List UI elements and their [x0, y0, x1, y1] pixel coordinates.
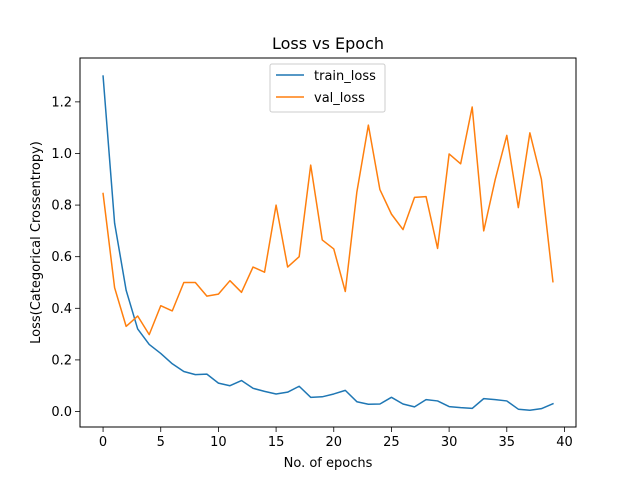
y-tick-label: 1.0	[51, 147, 72, 162]
legend-label-train-loss: train_loss	[314, 69, 376, 84]
y-tick-label: 0.4	[51, 302, 72, 317]
y-tick-label: 0.2	[51, 353, 72, 368]
x-tick-label: 15	[268, 435, 285, 450]
y-tick-label: 1.2	[51, 95, 72, 110]
plot-frame	[80, 58, 576, 427]
x-tick-label: 35	[499, 435, 516, 450]
x-tick-label: 25	[383, 435, 400, 450]
series-layer	[102, 75, 554, 411]
x-tick-label: 5	[157, 435, 165, 450]
y-tick-label: 0.6	[51, 250, 72, 265]
y-axis-ticks: 0.0 0.2 0.4 0.6 0.8 1.0 1.2	[51, 95, 80, 420]
x-tick-label: 10	[210, 435, 227, 450]
series-line-val-loss	[102, 106, 554, 336]
chart-title: Loss vs Epoch	[272, 34, 384, 53]
y-tick-label: 0.0	[51, 405, 72, 420]
legend-label-val-loss: val_loss	[314, 91, 365, 106]
y-axis-label: Loss(Categorical Crossentropy)	[29, 141, 44, 344]
x-axis-ticks: 0 5 10 15 20 25 30 35 40	[99, 427, 573, 450]
x-axis-label: No. of epochs	[284, 456, 373, 471]
legend-box	[269, 63, 386, 113]
plot-area	[79, 57, 577, 428]
y-tick-label: 0.8	[51, 199, 72, 214]
x-tick-label: 30	[441, 435, 458, 450]
legend: train_loss val_loss	[269, 63, 386, 113]
x-tick-label: 20	[325, 435, 342, 450]
x-tick-label: 0	[99, 435, 107, 450]
axes-spines	[79, 57, 577, 428]
x-tick-label: 40	[556, 435, 573, 450]
series-line-train-loss	[102, 75, 554, 411]
